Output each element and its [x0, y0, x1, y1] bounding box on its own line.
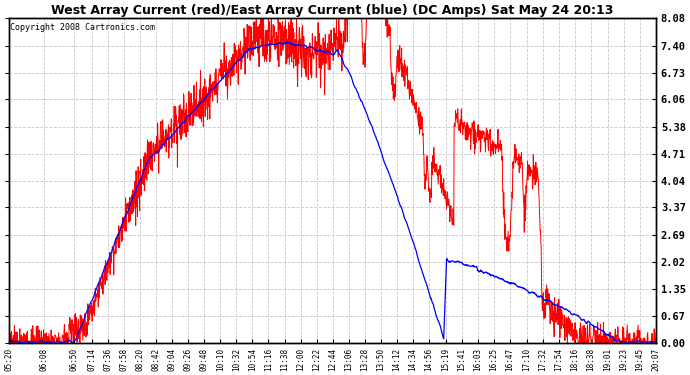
Text: Copyright 2008 Cartronics.com: Copyright 2008 Cartronics.com	[10, 23, 155, 32]
Title: West Array Current (red)/East Array Current (blue) (DC Amps) Sat May 24 20:13: West Array Current (red)/East Array Curr…	[51, 4, 613, 17]
